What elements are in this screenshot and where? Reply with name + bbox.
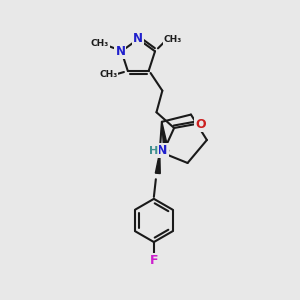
Text: CH₃: CH₃: [164, 35, 182, 44]
Text: CH₃: CH₃: [91, 39, 109, 48]
Text: N: N: [133, 32, 143, 45]
Text: CH₃: CH₃: [99, 70, 117, 80]
Polygon shape: [155, 152, 160, 174]
Text: O: O: [195, 118, 206, 130]
Text: H: H: [149, 146, 158, 156]
Text: N: N: [157, 144, 167, 157]
Text: F: F: [150, 254, 158, 267]
Text: N: N: [116, 45, 125, 58]
Polygon shape: [162, 122, 169, 152]
